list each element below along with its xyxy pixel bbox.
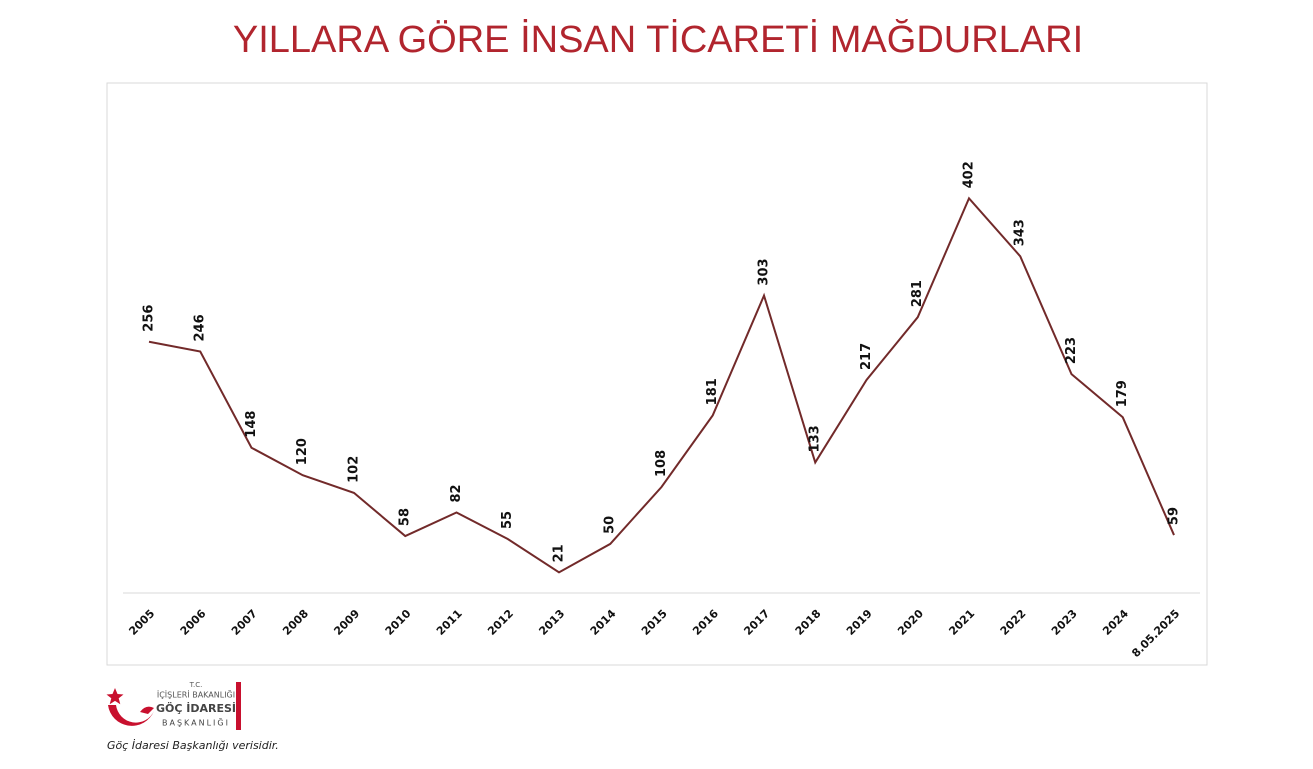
data-label: 217 [859,343,874,370]
x-tick-label: 2009 [331,607,362,638]
data-label: 223 [1064,337,1079,364]
data-label: 303 [757,258,772,285]
data-label: 179 [1115,380,1130,407]
data-label: 59 [1167,507,1182,525]
x-tick-label: 2014 [588,607,619,638]
x-tick-label: 2024 [1100,607,1131,638]
data-label: 246 [193,314,208,341]
x-tick-label: 2006 [178,607,209,638]
data-label: 102 [347,456,362,483]
data-label: 343 [1013,219,1028,246]
x-tick-label: 2010 [383,607,414,638]
x-tick-label: 2015 [639,607,670,638]
x-tick-label: 2019 [844,607,875,638]
x-tick-label: 2018 [793,607,824,638]
logo-text: BAŞKANLIĞI [162,717,230,728]
logo-star [106,688,124,705]
plot-frame [106,82,1208,666]
x-tick-label: 2017 [741,607,772,638]
x-tick-label: 2020 [895,607,926,638]
line [148,196,1175,574]
logo-crescent [108,705,154,726]
source-note: Göç İdaresi Başkanlığı verisidir. [107,739,279,752]
data-label: 55 [500,511,515,529]
data-label: 108 [654,450,669,477]
data-label: 181 [705,378,720,405]
logo-text: GÖÇ İDARESİ [156,701,236,715]
data-label: 58 [398,508,413,526]
x-tick-label: 2023 [1049,607,1080,638]
data-label: 82 [449,484,464,502]
logo-text: İÇİŞLERİ BAKANLIĞI [157,689,235,700]
x-tick-label: 2016 [690,607,721,638]
data-label: 133 [808,425,823,452]
data-label: 50 [603,516,618,534]
logo: T.C. İÇİŞLERİ BAKANLIĞI GÖÇ İDARESİ BAŞK… [106,681,241,730]
logo-bar [236,682,241,730]
data-label: 256 [142,305,157,332]
x-tick-label: 2012 [485,607,516,638]
chart-title: YILLARA GÖRE İNSAN TİCARETİ MAĞDURLARI [233,17,1083,61]
x-tick-label: 2007 [229,607,260,638]
x-tick-label: 2005 [126,607,157,638]
x-tick-label: 8.05.2025 [1129,607,1182,660]
data-label: 281 [910,280,925,307]
data-label: 402 [962,161,977,188]
x-tick-label: 2008 [280,607,311,638]
x-tick-label: 2013 [536,607,567,638]
data-label: 21 [552,544,567,562]
data-label: 120 [295,438,310,465]
logo-bird [140,706,154,714]
x-tick-label: 2021 [946,607,977,638]
logo-text: T.C. [189,681,203,689]
data-label: 148 [244,411,259,438]
x-tick-label: 2011 [434,607,465,638]
x-tick-label: 2022 [998,607,1029,638]
